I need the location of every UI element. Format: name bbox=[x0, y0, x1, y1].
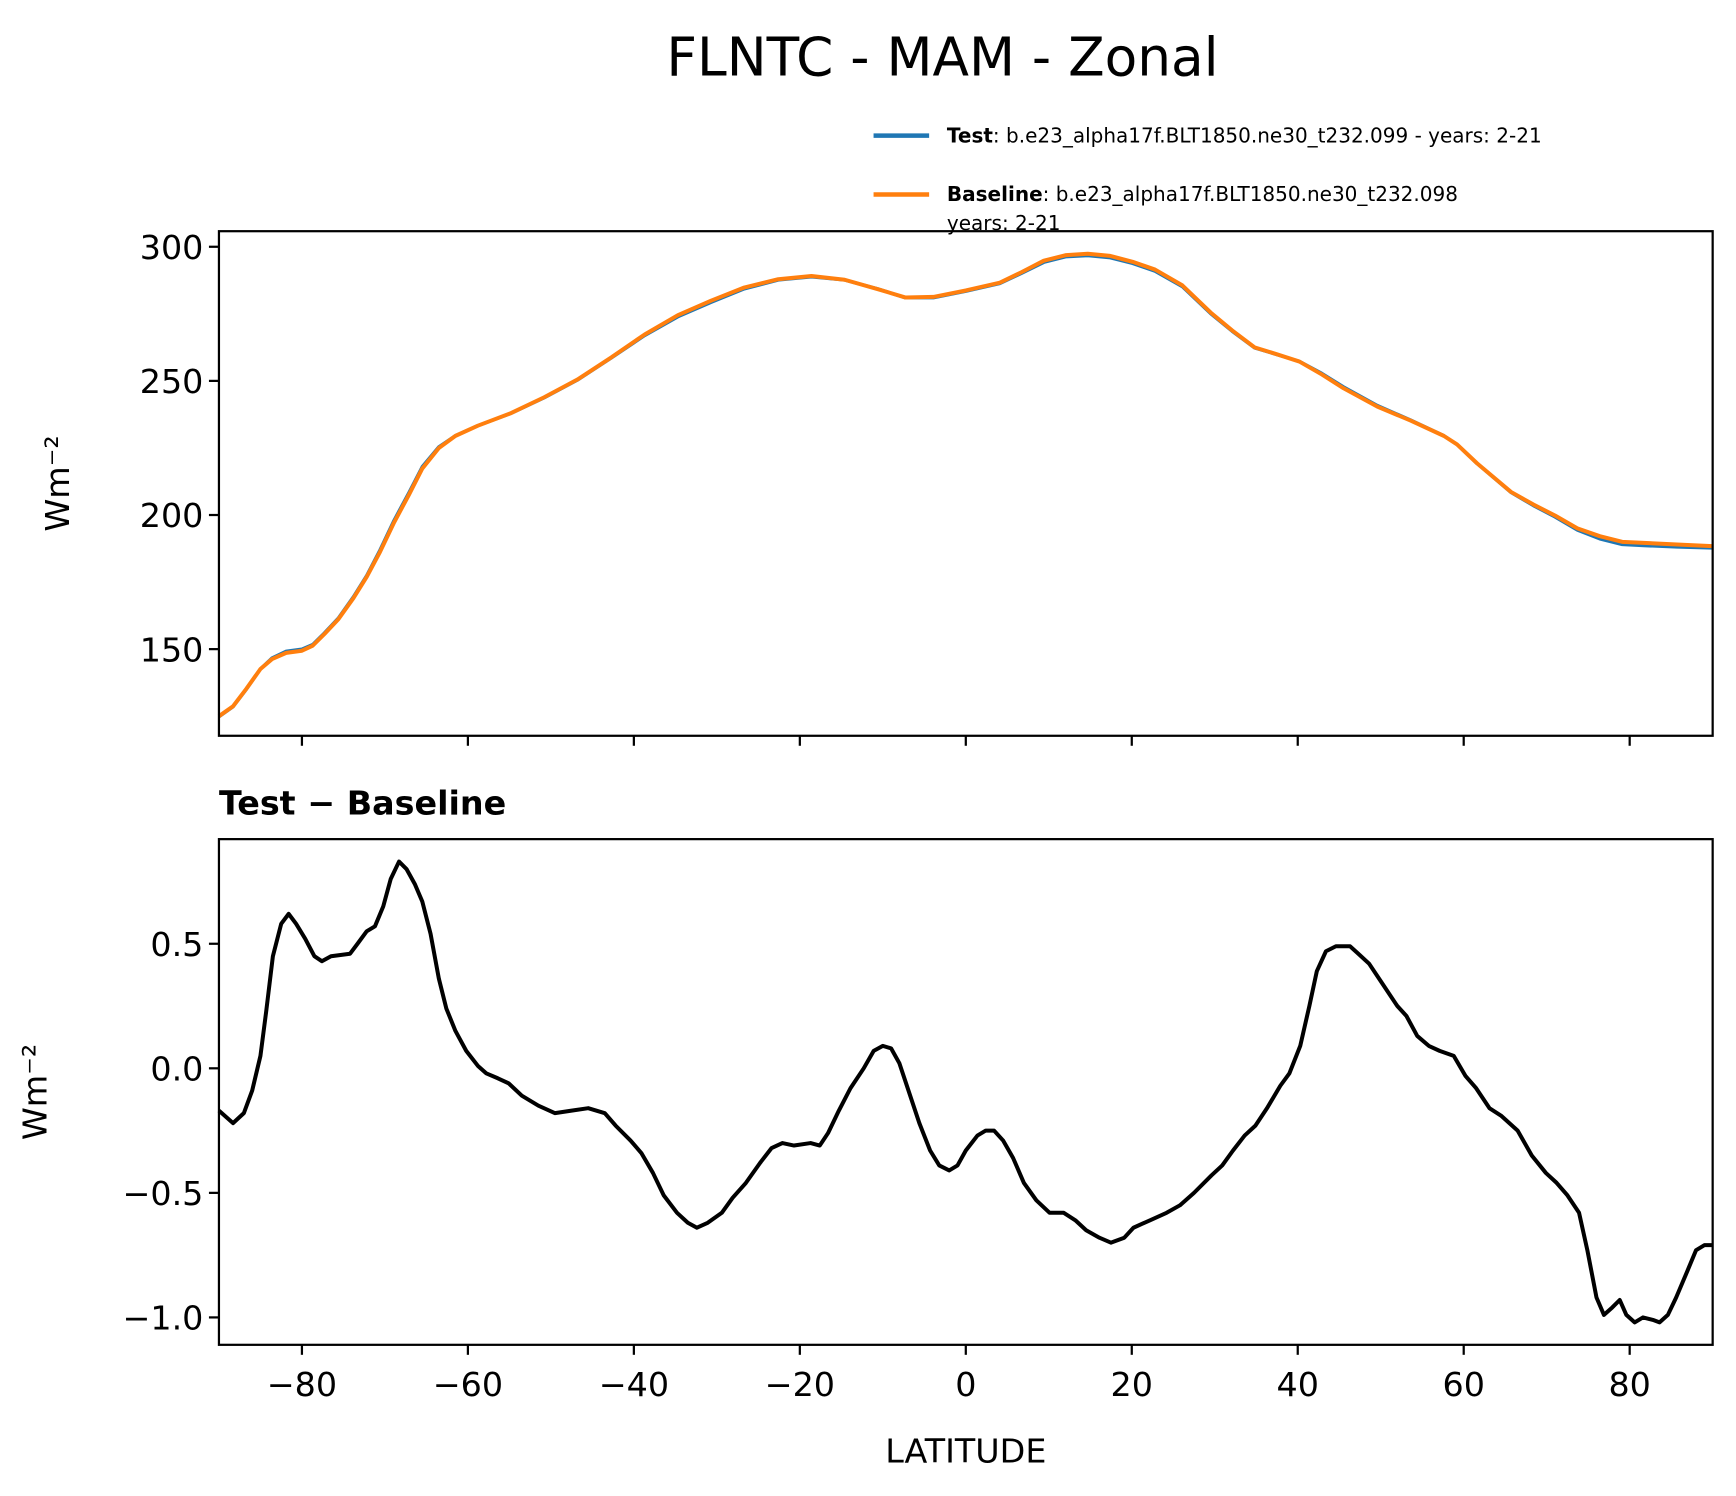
x-tick-label: 20 bbox=[1111, 1365, 1153, 1404]
data-line bbox=[217, 251, 1712, 718]
y-tick-label: 300 bbox=[140, 228, 204, 267]
legend-description: years: 2-21 bbox=[947, 211, 1061, 235]
axes-frame bbox=[217, 838, 1714, 1346]
y-tick-label: 0.0 bbox=[150, 1050, 203, 1089]
y-tick-label: 200 bbox=[140, 496, 204, 535]
y-tick-label: −1.0 bbox=[122, 1299, 203, 1338]
legend-entry: Test: b.e23_alpha17f.BLT1850.ne30_t232.0… bbox=[947, 123, 1542, 147]
x-tick-label: 0 bbox=[955, 1365, 976, 1404]
x-axis-label: LATITUDE bbox=[885, 1432, 1046, 1471]
data-line bbox=[217, 859, 1712, 1325]
y-axis-label: Wm⁻² bbox=[16, 1044, 55, 1140]
x-tick-label: −20 bbox=[765, 1365, 835, 1404]
y-tick-label: 250 bbox=[140, 362, 204, 401]
figure-title: FLNTC - MAM - Zonal bbox=[666, 26, 1218, 89]
y-tick-label: 0.5 bbox=[150, 925, 203, 964]
y-tick-label: −0.5 bbox=[122, 1174, 203, 1213]
x-tick-label: 40 bbox=[1277, 1365, 1319, 1404]
legend-name: Baseline bbox=[947, 182, 1043, 206]
y-tick-label: 150 bbox=[140, 630, 204, 669]
x-tick-label: −60 bbox=[433, 1365, 503, 1404]
legend-description: : b.e23_alpha17f.BLT1850.ne30_t232.098 bbox=[1043, 182, 1458, 206]
legend-description: : b.e23_alpha17f.BLT1850.ne30_t232.099 -… bbox=[993, 123, 1542, 147]
axes-title: Test − Baseline bbox=[219, 784, 506, 823]
legend-entry: Baseline: b.e23_alpha17f.BLT1850.ne30_t2… bbox=[947, 182, 1458, 206]
legend-name: Test bbox=[947, 123, 993, 147]
y-axis-label: Wm⁻² bbox=[38, 435, 77, 531]
x-tick-label: −40 bbox=[599, 1365, 669, 1404]
x-tick-label: −80 bbox=[267, 1365, 337, 1404]
x-tick-label: 80 bbox=[1608, 1365, 1650, 1404]
x-tick-label: 60 bbox=[1442, 1365, 1484, 1404]
axes-frame bbox=[217, 230, 1714, 737]
